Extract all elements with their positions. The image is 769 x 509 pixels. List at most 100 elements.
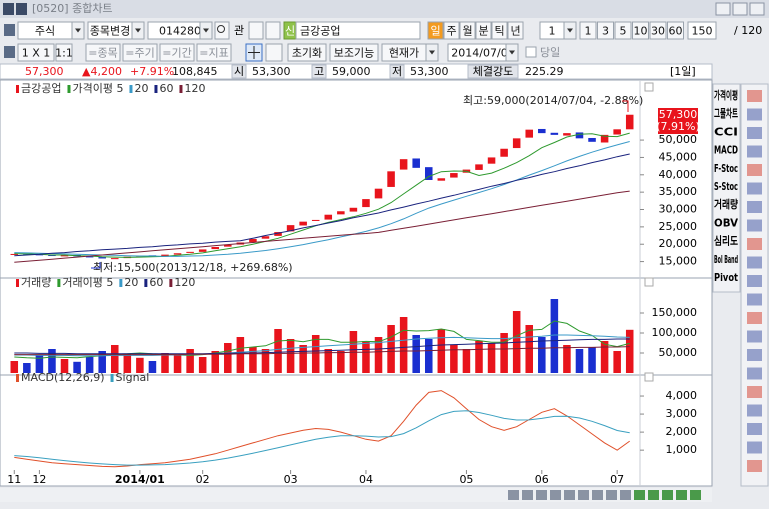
drawing-tool[interactable] <box>747 219 762 232</box>
sync-button[interactable] <box>122 43 158 62</box>
bottom-tool[interactable] <box>592 490 603 500</box>
button-label[interactable]: 2014/07/06 <box>451 47 514 60</box>
button-label[interactable]: 보조기능 <box>334 47 374 60</box>
bottom-tool[interactable] <box>634 490 645 500</box>
minute-button-label[interactable]: 60 <box>669 25 683 38</box>
button-label[interactable]: 1:1 <box>55 47 73 60</box>
period-button-label[interactable]: 분 <box>478 25 488 38</box>
side-tool[interactable]: MACD <box>714 144 738 157</box>
minute-button-label[interactable]: 30 <box>651 25 665 38</box>
sync-button[interactable] <box>85 43 121 62</box>
minute-button[interactable] <box>649 21 667 40</box>
drawing-tool[interactable] <box>747 293 762 306</box>
close-button[interactable] <box>749 2 765 16</box>
side-tool[interactable]: 가격이평 <box>714 88 738 102</box>
drawing-tool[interactable] <box>747 275 762 287</box>
minute-button-label[interactable]: 5 <box>620 25 627 38</box>
drawing-tool[interactable] <box>747 238 762 250</box>
period-button-label[interactable]: 월 <box>462 25 472 38</box>
drawing-tool[interactable] <box>747 386 762 398</box>
drawing-tool[interactable] <box>747 145 762 158</box>
button-label[interactable]: 현재가 <box>389 47 419 60</box>
minute-button[interactable] <box>667 21 684 40</box>
sync-button-label[interactable]: =기간 <box>162 47 191 60</box>
drawing-tool[interactable] <box>747 367 762 380</box>
drawing-tool[interactable] <box>747 423 762 435</box>
side-tool[interactable]: F-Stoc <box>714 162 738 175</box>
period-button[interactable] <box>475 21 492 40</box>
bottom-tool[interactable] <box>606 490 617 500</box>
bottom-tool[interactable] <box>690 490 701 500</box>
period-button[interactable] <box>427 21 444 40</box>
period-button[interactable] <box>491 21 508 40</box>
panel-close[interactable] <box>644 277 654 287</box>
badge-label[interactable]: 신 <box>285 25 295 38</box>
drawing-tool[interactable] <box>747 90 762 102</box>
period-button-label[interactable]: 일 <box>430 24 440 38</box>
minute-button-label[interactable]: 1 <box>585 25 592 38</box>
side-tool[interactable]: 거래량 <box>714 197 738 211</box>
today-checkbox[interactable] <box>525 46 537 58</box>
bottom-tool[interactable] <box>508 490 519 500</box>
button[interactable] <box>287 43 327 62</box>
sync-button-label[interactable]: =주기 <box>125 47 154 60</box>
bottom-tool[interactable] <box>620 490 631 500</box>
button[interactable] <box>329 43 379 62</box>
drawing-tool[interactable] <box>747 201 762 213</box>
minute-button-label[interactable]: 10 <box>634 25 648 38</box>
drawing-tool[interactable] <box>747 330 762 343</box>
drawing-tool[interactable] <box>747 312 762 324</box>
drawing-tool[interactable] <box>747 460 762 472</box>
sync-button[interactable] <box>159 43 195 62</box>
grid-button[interactable] <box>265 43 283 62</box>
side-tool[interactable]: OBV <box>714 216 738 229</box>
watch-label[interactable]: 관 <box>234 24 244 37</box>
period-button[interactable] <box>443 21 460 40</box>
minute-button[interactable] <box>579 21 597 40</box>
minimize-button[interactable] <box>715 2 731 16</box>
drawing-tool[interactable] <box>747 108 762 121</box>
drawing-tool[interactable] <box>747 127 762 139</box>
bottom-tool[interactable] <box>536 490 547 500</box>
period-button[interactable] <box>507 21 524 40</box>
minute-button-label[interactable]: 3 <box>602 25 609 38</box>
panel-close[interactable] <box>644 82 654 92</box>
button-label[interactable]: 014280 <box>159 25 201 38</box>
sync-button-label[interactable]: =지표 <box>199 47 228 60</box>
side-tool[interactable]: 심리도 <box>714 234 738 248</box>
period-button-label[interactable]: 주 <box>446 25 456 38</box>
count[interactable] <box>687 21 717 40</box>
bottom-tool[interactable] <box>522 490 533 500</box>
drawing-tool[interactable] <box>747 182 762 195</box>
stock-name[interactable] <box>295 21 421 40</box>
bottom-tool[interactable] <box>662 490 673 500</box>
button[interactable] <box>17 43 55 62</box>
panel-close[interactable] <box>644 372 654 382</box>
button-label[interactable]: 1 X 1 <box>22 47 51 60</box>
bottom-tool[interactable] <box>550 490 561 500</box>
period-button[interactable] <box>459 21 476 40</box>
bottom-tool[interactable] <box>564 490 575 500</box>
period-button-label[interactable]: 년 <box>510 25 520 38</box>
link-button[interactable] <box>265 21 281 40</box>
side-tool[interactable]: S-Stoc <box>714 180 738 193</box>
period-button-label[interactable]: 틱 <box>494 25 504 38</box>
drawing-tool[interactable] <box>747 164 762 176</box>
bottom-tool[interactable] <box>648 490 659 500</box>
drawing-tool[interactable] <box>747 441 762 454</box>
minute-button[interactable] <box>632 21 649 40</box>
search-button[interactable] <box>214 21 230 40</box>
drawing-tool[interactable] <box>747 349 762 361</box>
minute-button[interactable] <box>597 21 614 40</box>
button-label[interactable]: 종목변경 <box>90 25 130 38</box>
button-label[interactable]: 주식 <box>35 25 55 38</box>
bottom-tool[interactable] <box>578 490 589 500</box>
drawing-tool[interactable] <box>747 404 762 417</box>
side-tool[interactable]: Bol Band <box>714 253 738 266</box>
sync-button[interactable] <box>196 43 232 62</box>
sync-button-label[interactable]: =종목 <box>88 47 117 60</box>
side-tool[interactable]: CCI <box>714 125 738 138</box>
bottom-tool[interactable] <box>676 490 687 500</box>
interval-label[interactable]: 1 <box>549 25 556 38</box>
button-label[interactable]: 초기화 <box>292 47 322 60</box>
